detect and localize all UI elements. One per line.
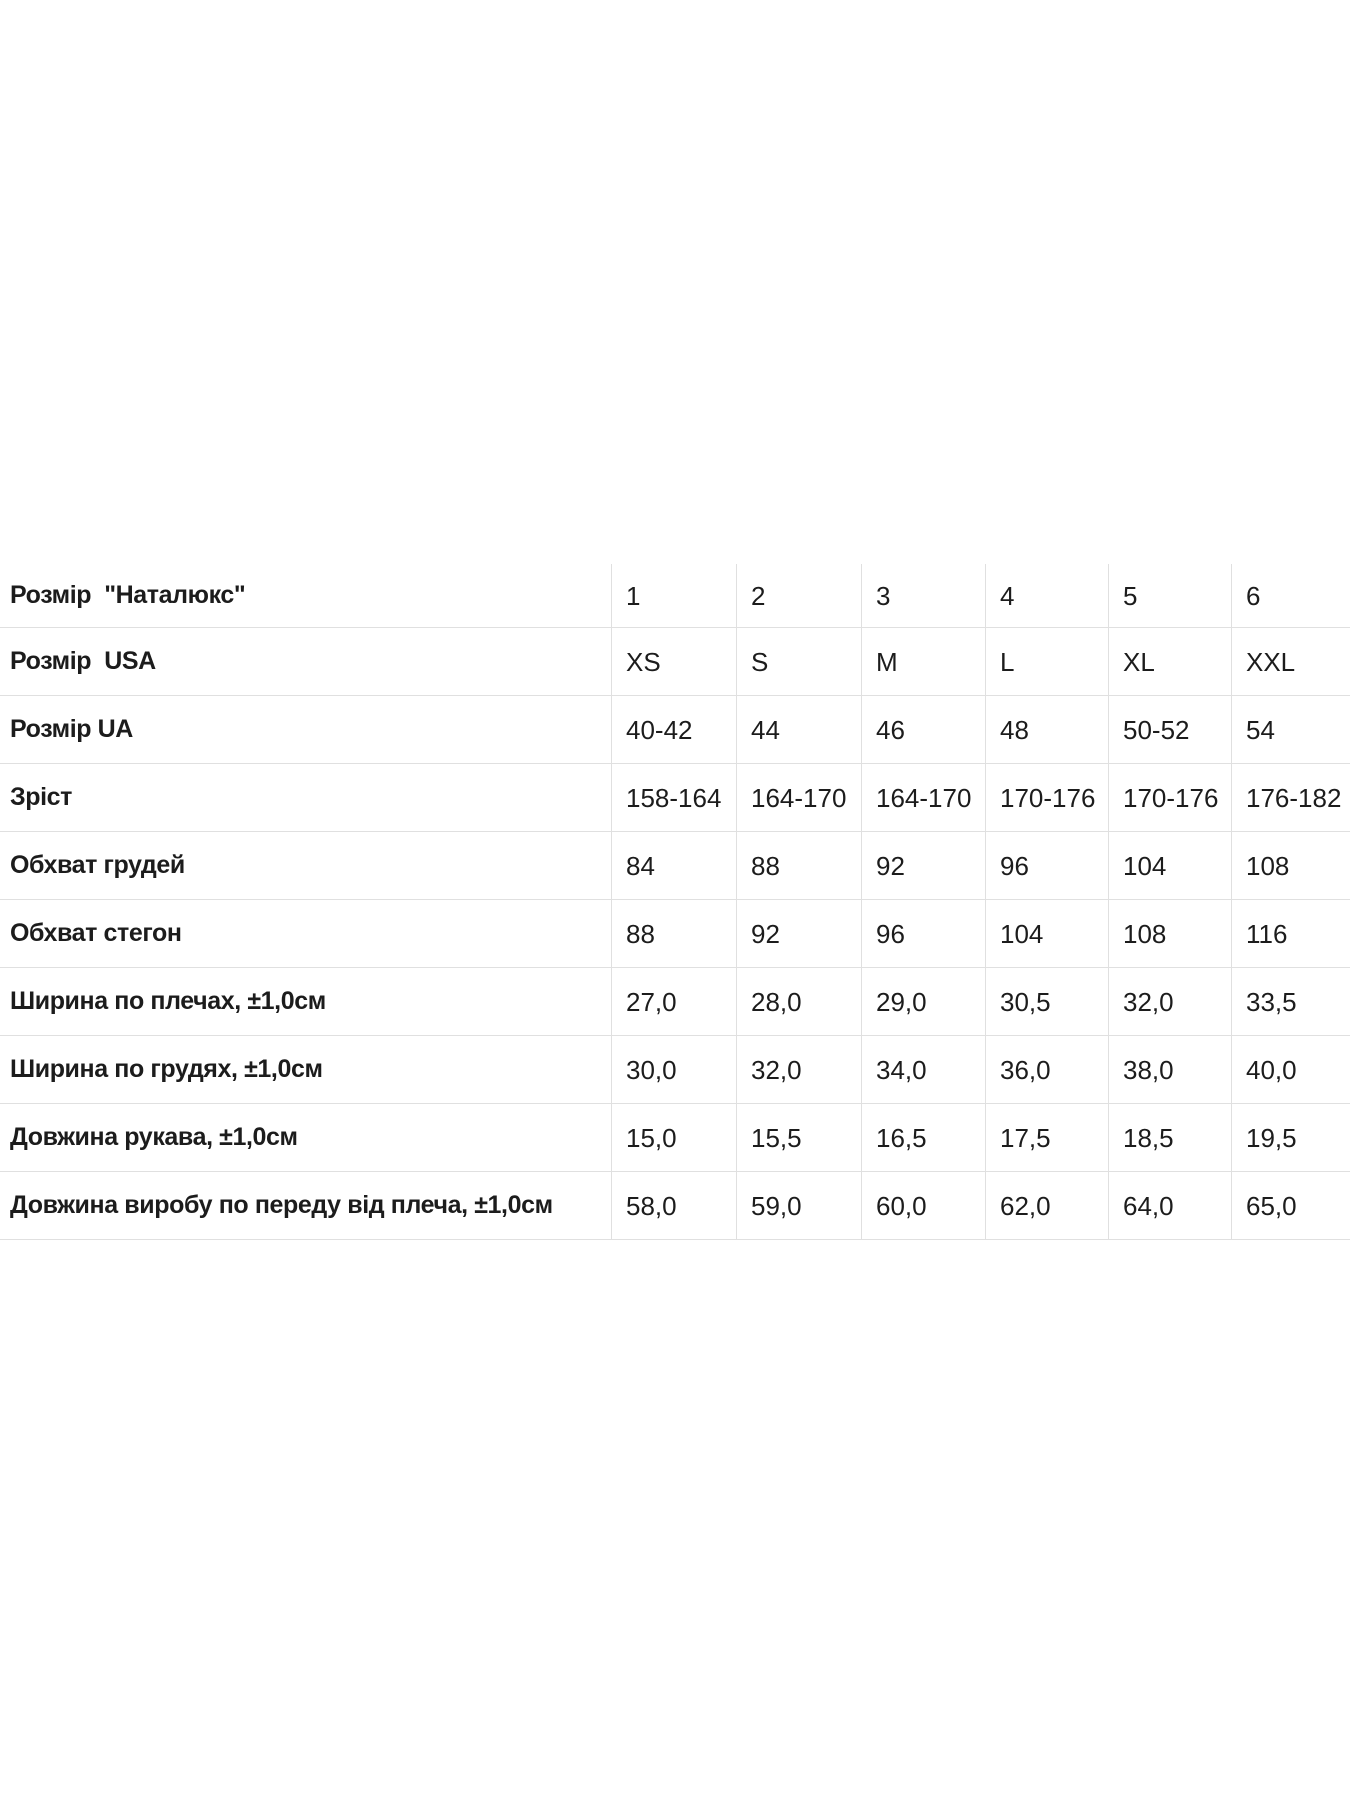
cell: 40,0 [1231, 1036, 1350, 1103]
row-label: Довжина рукава, ±1,0см [10, 1123, 298, 1151]
cell: 32,0 [736, 1036, 861, 1103]
cell: S [736, 628, 861, 695]
cell: 15,5 [736, 1104, 861, 1171]
cell: 29,0 [861, 968, 985, 1035]
cell: 58,0 [611, 1172, 736, 1239]
cell: XL [1108, 628, 1231, 695]
cell: 46 [861, 696, 985, 763]
cell: XS [611, 628, 736, 695]
cell: 62,0 [985, 1172, 1108, 1239]
cell: 64,0 [1108, 1172, 1231, 1239]
cell: 54 [1231, 696, 1350, 763]
cell: 60,0 [861, 1172, 985, 1239]
cell: 84 [611, 832, 736, 899]
cell: 33,5 [1231, 968, 1350, 1035]
cell: 116 [1231, 900, 1350, 967]
cell: 50-52 [1108, 696, 1231, 763]
cell: 92 [861, 832, 985, 899]
row-label: Зріст [10, 783, 73, 811]
cell: 170-176 [1108, 764, 1231, 831]
table-row-sleeve-length: Довжина рукава, ±1,0см 15,0 15,5 16,5 17… [0, 1104, 1350, 1172]
cell: 158-164 [611, 764, 736, 831]
table-row-height: Зріст 158-164 164-170 164-170 170-176 17… [0, 764, 1350, 832]
row-label: Розмір USA [10, 647, 156, 675]
cell: 88 [736, 832, 861, 899]
cell: 5 [1108, 564, 1231, 627]
cell: 1 [611, 564, 736, 627]
cell: 92 [736, 900, 861, 967]
cell: 96 [985, 832, 1108, 899]
cell: 30,5 [985, 968, 1108, 1035]
cell: 32,0 [1108, 968, 1231, 1035]
cell: 48 [985, 696, 1108, 763]
cell: 28,0 [736, 968, 861, 1035]
cell: 176-182 [1231, 764, 1350, 831]
cell: 108 [1231, 832, 1350, 899]
cell: 19,5 [1231, 1104, 1350, 1171]
cell: 2 [736, 564, 861, 627]
cell: 18,5 [1108, 1104, 1231, 1171]
cell: 164-170 [861, 764, 985, 831]
row-label: Довжина виробу по переду від плеча, ±1,0… [10, 1191, 553, 1219]
cell: 170-176 [985, 764, 1108, 831]
cell: 40-42 [611, 696, 736, 763]
cell: L [985, 628, 1108, 695]
cell: 15,0 [611, 1104, 736, 1171]
row-label: Обхват стегон [10, 919, 182, 947]
cell: 30,0 [611, 1036, 736, 1103]
cell: 88 [611, 900, 736, 967]
table-row-front-length: Довжина виробу по переду від плеча, ±1,0… [0, 1172, 1350, 1240]
row-label: Ширина по плечах, ±1,0см [10, 987, 326, 1015]
cell: 17,5 [985, 1104, 1108, 1171]
cell: 16,5 [861, 1104, 985, 1171]
cell: 96 [861, 900, 985, 967]
cell: 6 [1231, 564, 1350, 627]
cell: 108 [1108, 900, 1231, 967]
size-chart-table: Розмір "Наталюкс" 1 2 3 4 5 6 Розмір USA… [0, 564, 1350, 1240]
cell: 27,0 [611, 968, 736, 1035]
cell: 36,0 [985, 1036, 1108, 1103]
cell: 3 [861, 564, 985, 627]
cell: XXL [1231, 628, 1350, 695]
row-label: Ширина по грудях, ±1,0см [10, 1055, 323, 1083]
table-row-size-nataluks: Розмір "Наталюкс" 1 2 3 4 5 6 [0, 564, 1350, 628]
cell: 104 [985, 900, 1108, 967]
table-row-shoulder-width: Ширина по плечах, ±1,0см 27,0 28,0 29,0 … [0, 968, 1350, 1036]
cell: M [861, 628, 985, 695]
cell: 4 [985, 564, 1108, 627]
row-label: Обхват грудей [10, 851, 185, 879]
cell: 44 [736, 696, 861, 763]
table-row-size-usa: Розмір USA XS S M L XL XXL [0, 628, 1350, 696]
cell: 59,0 [736, 1172, 861, 1239]
table-row-chest-width: Ширина по грудях, ±1,0см 30,0 32,0 34,0 … [0, 1036, 1350, 1104]
cell: 164-170 [736, 764, 861, 831]
row-label: Розмір UA [10, 715, 133, 743]
cell: 104 [1108, 832, 1231, 899]
table-row-hip-girth: Обхват стегон 88 92 96 104 108 116 [0, 900, 1350, 968]
cell: 38,0 [1108, 1036, 1231, 1103]
table-row-size-ua: Розмір UA 40-42 44 46 48 50-52 54 [0, 696, 1350, 764]
table-row-chest-girth: Обхват грудей 84 88 92 96 104 108 [0, 832, 1350, 900]
cell: 65,0 [1231, 1172, 1350, 1239]
cell: 34,0 [861, 1036, 985, 1103]
row-label: Розмір "Наталюкс" [10, 581, 246, 609]
